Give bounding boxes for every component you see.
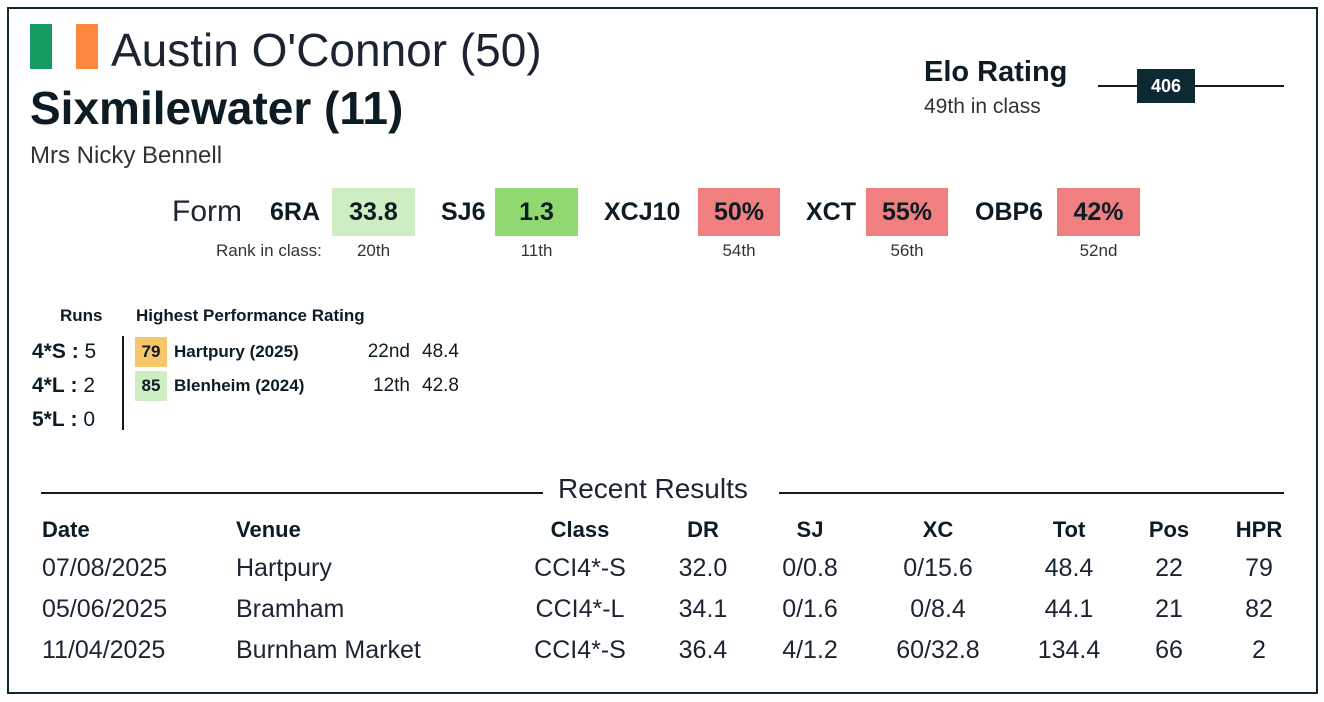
rider-name: Austin O'Connor (50) [111, 24, 542, 76]
results-divider-left [41, 492, 543, 494]
hpr-rating-badge: 85 [135, 371, 167, 401]
form-metric-name: XCJ10 [604, 198, 681, 226]
form-metric-value: 55% [866, 188, 948, 236]
result-cell-dr: 32.0 [678, 554, 728, 582]
owner-name: Mrs Nicky Bennell [30, 142, 223, 169]
runs-divider [122, 336, 124, 430]
result-cell-hpr: 2 [1252, 636, 1266, 664]
run-sep: : [71, 340, 79, 363]
result-cell-sj: 0/0.8 [782, 554, 838, 582]
hpr-position: 12th [373, 375, 410, 396]
result-cell-pos: 21 [1155, 595, 1183, 623]
run-count: 5 [84, 340, 97, 363]
result-cell-pos: 66 [1155, 636, 1183, 664]
result-cell-hpr: 79 [1245, 554, 1273, 582]
form-metric-value: 1.3 [495, 188, 578, 236]
result-cell-venue: Burnham Market [236, 636, 421, 664]
elo-value: 406 [1137, 69, 1195, 103]
irish-flag-green [30, 24, 52, 69]
result-cell-dr: 34.1 [678, 595, 728, 623]
runs-row: 4*L : 2 [32, 373, 95, 399]
result-cell-date: 05/06/2025 [42, 595, 168, 623]
runs-header: Runs [60, 306, 103, 325]
result-cell-hpr: 82 [1245, 595, 1273, 623]
column-header-dr: DR [687, 517, 719, 542]
result-cell-sj: 0/1.6 [782, 595, 838, 623]
runs-row: 4*S : 5 [32, 339, 96, 365]
hpr-score: 48.4 [422, 341, 459, 362]
result-cell-tot: 134.4 [1037, 636, 1101, 664]
column-header-class: Class [550, 517, 610, 542]
result-cell-xc: 0/15.6 [903, 554, 973, 582]
form-metric-value: 50% [698, 188, 780, 236]
form-metric-value: 33.8 [332, 188, 415, 236]
horse-name: Sixmilewater (11) [30, 82, 404, 134]
hpr-event: Blenheim (2024) [174, 376, 305, 395]
profile-card [7, 7, 1318, 694]
column-header-xc: XC [922, 517, 954, 542]
elo-title: Elo Rating [924, 56, 1068, 88]
result-cell-tot: 44.1 [1044, 595, 1094, 623]
result-cell-dr: 36.4 [678, 636, 728, 664]
form-metric-name: OBP6 [975, 198, 1044, 226]
column-header-date: Date [42, 517, 90, 542]
results-title: Recent Results [558, 473, 748, 504]
result-cell-class: CCI4*-L [535, 595, 625, 623]
form-metric-name: 6RA [270, 198, 321, 226]
result-cell-xc: 60/32.8 [896, 636, 980, 664]
results-divider-right [779, 492, 1284, 494]
run-level: 4*L [32, 374, 65, 397]
run-level: 4*S [32, 340, 66, 363]
form-metric-rank: 52nd [1079, 241, 1118, 260]
column-header-sj: SJ [796, 517, 824, 542]
result-cell-venue: Bramham [236, 595, 345, 623]
run-level: 5*L [32, 408, 65, 431]
result-cell-sj: 4/1.2 [782, 636, 838, 664]
irish-flag-orange [76, 24, 98, 69]
result-cell-xc: 0/8.4 [910, 595, 966, 623]
form-label: Form [172, 195, 242, 228]
result-cell-date: 11/04/2025 [42, 636, 166, 664]
column-header-hpr: HPR [1235, 517, 1283, 542]
runs-row: 5*L : 0 [32, 407, 95, 433]
hpr-event: Hartpury (2025) [174, 342, 299, 361]
form-metric-name: XCT [806, 198, 856, 226]
run-count: 0 [83, 408, 96, 431]
column-header-tot: Tot [1052, 517, 1086, 542]
result-cell-venue: Hartpury [236, 554, 332, 582]
result-cell-pos: 22 [1155, 554, 1183, 582]
hpr-rating-badge: 79 [135, 337, 167, 367]
hpr-header: Highest Performance Rating [136, 306, 365, 325]
form-metric-name: SJ6 [441, 198, 486, 226]
column-header-venue: Venue [236, 517, 301, 542]
result-cell-class: CCI4*-S [534, 636, 626, 664]
column-header-pos: Pos [1148, 517, 1190, 542]
form-metric-value: 42% [1057, 188, 1140, 236]
form-metric-rank: 56th [890, 241, 924, 260]
hpr-score: 42.8 [422, 375, 459, 396]
result-cell-class: CCI4*-S [534, 554, 626, 582]
result-cell-date: 07/08/2025 [42, 554, 168, 582]
run-sep: : [70, 374, 78, 397]
run-count: 2 [83, 374, 96, 397]
result-cell-tot: 48.4 [1044, 554, 1094, 582]
form-metric-rank: 11th [520, 241, 553, 260]
elo-subtitle: 49th in class [924, 95, 1041, 118]
run-sep: : [70, 408, 78, 431]
rank-in-class-label: Rank in class: [216, 241, 322, 260]
form-metric-rank: 54th [722, 241, 756, 260]
form-metric-rank: 20th [356, 241, 391, 260]
hpr-position: 22nd [367, 341, 410, 362]
